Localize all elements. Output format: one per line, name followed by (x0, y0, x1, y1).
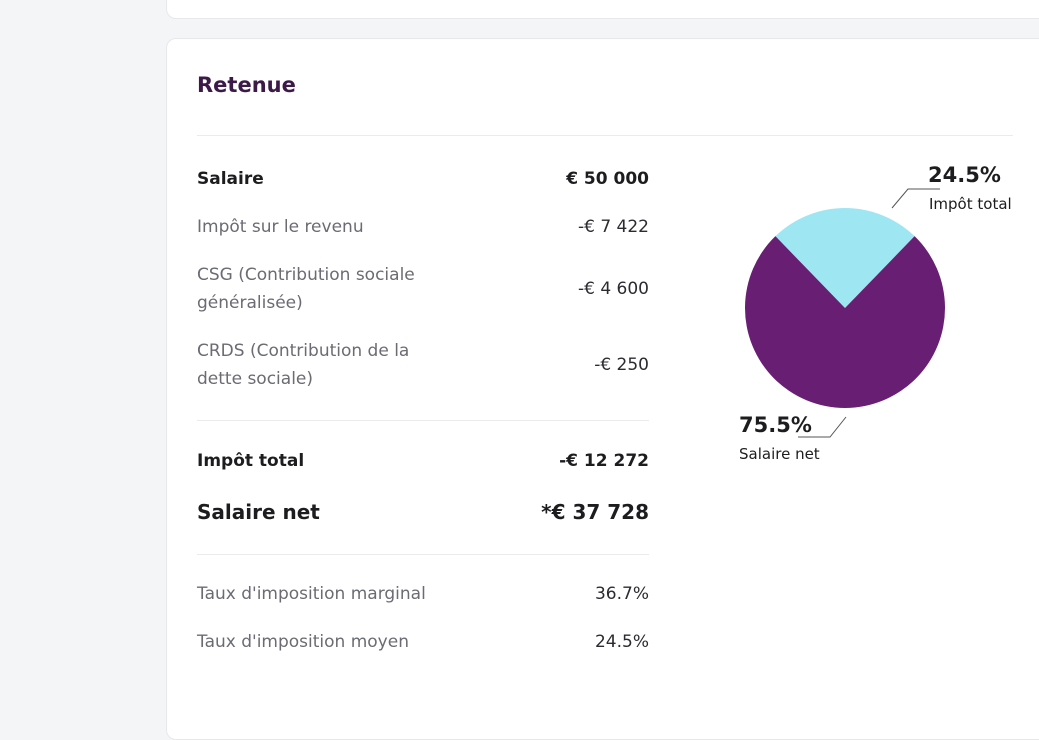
income-tax-label: Impôt sur le revenu (197, 217, 364, 237)
total-tax-row: Impôt total -€ 12 272 (197, 447, 649, 475)
tax-slice-label: Impôt total (929, 195, 1012, 213)
net-percent: 75.5% (739, 413, 812, 437)
tax-percent: 24.5% (928, 163, 1001, 187)
tax-pie-chart (745, 188, 945, 438)
salary-label: Salaire (197, 169, 264, 189)
divider (197, 554, 649, 555)
divider (197, 135, 1013, 136)
income-tax-value: -€ 7 422 (577, 217, 649, 237)
net-slice-label: Salaire net (739, 445, 820, 463)
marginal-rate-label: Taux d'imposition marginal (197, 584, 426, 604)
divider (197, 420, 649, 421)
salary-value: € 50 000 (566, 169, 649, 189)
total-tax-label: Impôt total (197, 451, 305, 471)
csg-row: CSG (Contribution sociale généralisée) -… (197, 261, 649, 317)
total-tax-value: -€ 12 272 (559, 451, 649, 471)
previous-card (166, 0, 1039, 19)
net-salary-label: Salaire net (197, 500, 320, 524)
csg-value: -€ 4 600 (577, 279, 649, 299)
crds-value: -€ 250 (594, 355, 649, 375)
net-leader-line (798, 416, 847, 438)
average-rate-row: Taux d'imposition moyen 24.5% (197, 628, 649, 656)
net-salary-slice (745, 236, 945, 409)
average-rate-value: 24.5% (594, 632, 649, 652)
marginal-rate-value: 36.7% (594, 584, 649, 604)
tax-leader-line (891, 188, 940, 209)
income-tax-row: Impôt sur le revenu -€ 7 422 (197, 213, 649, 241)
marginal-rate-row: Taux d'imposition marginal 36.7% (197, 580, 649, 608)
tax-slice (775, 208, 915, 308)
crds-row: CRDS (Contribution de la dette sociale) … (197, 337, 649, 393)
average-rate-label: Taux d'imposition moyen (197, 632, 409, 652)
crds-label: CRDS (Contribution de la dette sociale) (197, 341, 410, 389)
csg-label: CSG (Contribution sociale généralisée) (197, 265, 415, 313)
net-salary-row: Salaire net *€ 37 728 (197, 498, 649, 526)
net-salary-value: *€ 37 728 (541, 500, 649, 524)
salary-row: Salaire € 50 000 (197, 165, 649, 193)
section-title: Retenue (197, 73, 296, 97)
